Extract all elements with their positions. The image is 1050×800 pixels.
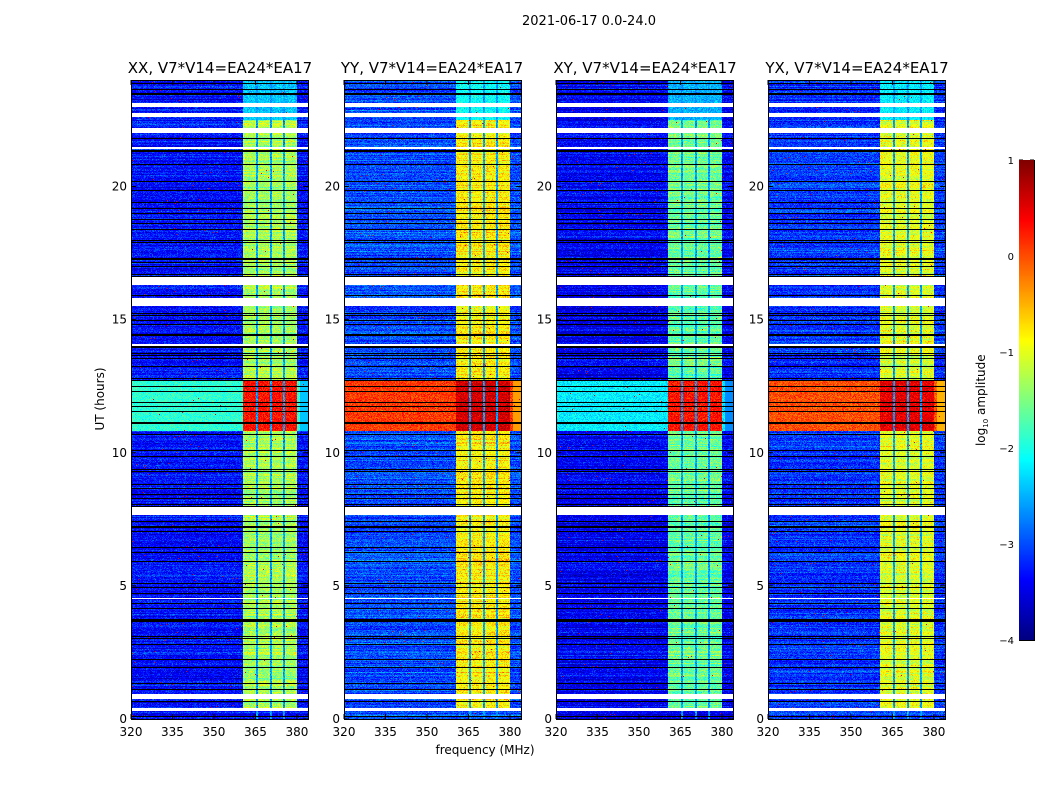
panel-title-xy: XY, V7*V14=EA24*EA17 (553, 59, 737, 77)
panel-title-yy: YY, V7*V14=EA24*EA17 (340, 59, 524, 77)
y-tick-label: 5 (756, 579, 764, 593)
waterfall-yy (344, 80, 521, 719)
x-tick-label: 335 (374, 725, 397, 739)
x-tick-label: 365 (457, 725, 480, 739)
y-tick-label: 10 (537, 446, 552, 460)
colorbar-tick-label: 1 (1008, 156, 1014, 167)
x-tick-label: 335 (798, 725, 821, 739)
y-tick-label: 0 (756, 712, 764, 726)
x-tick-label: 320 (545, 725, 568, 739)
x-tick-label: 335 (586, 725, 609, 739)
x-tick-label: 380 (498, 725, 521, 739)
x-tick-label: 320 (757, 725, 780, 739)
colorbar-tick-label: −2 (999, 444, 1014, 455)
y-tick-label: 15 (112, 313, 127, 327)
x-tick-label: 365 (244, 725, 267, 739)
y-tick-label: 10 (112, 446, 127, 460)
axes-frame (768, 80, 946, 720)
colorbar-tick-label: −4 (999, 636, 1014, 647)
y-tick-label: 0 (119, 712, 127, 726)
x-axis-label: frequency (MHz) (435, 743, 535, 757)
x-tick-label: 350 (203, 725, 226, 739)
y-tick-label: 20 (325, 180, 340, 194)
x-tick-label: 365 (881, 725, 904, 739)
y-tick-label: 0 (332, 712, 340, 726)
colorbar-tick-label: −3 (999, 540, 1014, 551)
y-tick-label: 15 (537, 313, 552, 327)
axes-frame (344, 80, 522, 720)
panel-title-xx: XX, V7*V14=EA24*EA17 (127, 59, 313, 77)
figure-title: 2021-06-17 0.0-24.0 (522, 14, 656, 29)
x-tick-label: 365 (669, 725, 692, 739)
y-tick-label: 20 (112, 180, 127, 194)
panel-title-yx: YX, V7*V14=EA24*EA17 (765, 59, 949, 77)
y-tick-label: 10 (749, 446, 764, 460)
y-tick-label: 5 (332, 579, 340, 593)
x-tick-label: 380 (285, 725, 308, 739)
waterfall-xy (556, 80, 733, 719)
waterfall-xx (131, 80, 308, 719)
y-axis-label: UT (hours) (93, 367, 107, 431)
y-tick-label: 5 (544, 579, 552, 593)
x-tick-label: 350 (840, 725, 863, 739)
x-tick-label: 335 (161, 725, 184, 739)
y-tick-label: 10 (325, 446, 340, 460)
axes-frame (131, 80, 309, 720)
y-tick-label: 15 (325, 313, 340, 327)
y-tick-label: 20 (749, 180, 764, 194)
x-tick-label: 380 (710, 725, 733, 739)
x-tick-label: 350 (628, 725, 651, 739)
colorbar (1019, 160, 1034, 640)
x-tick-label: 380 (922, 725, 945, 739)
y-tick-label: 0 (544, 712, 552, 726)
y-tick-label: 5 (119, 579, 127, 593)
y-tick-label: 20 (537, 180, 552, 194)
colorbar-tick-label: −1 (999, 348, 1014, 359)
waterfall-yx (768, 80, 945, 719)
y-tick-label: 15 (749, 313, 764, 327)
x-tick-label: 320 (120, 725, 143, 739)
axes-frame (556, 80, 734, 720)
x-tick-label: 320 (333, 725, 356, 739)
x-tick-label: 350 (416, 725, 439, 739)
colorbar-tick-label: 0 (1008, 252, 1014, 263)
colorbar-label: log10 amplitude (973, 354, 991, 447)
